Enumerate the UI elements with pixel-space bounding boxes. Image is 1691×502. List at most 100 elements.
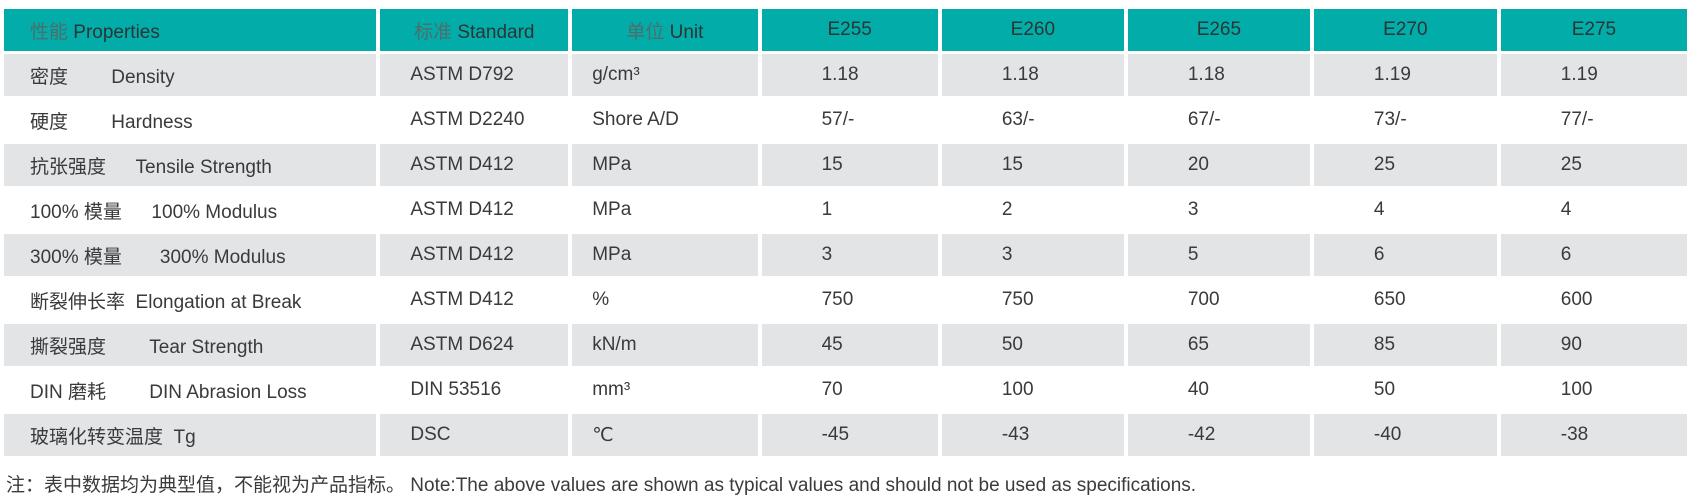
header-row: 性能 Properties 标准 Standard 单位 Unit E255 E260 E… xyxy=(4,9,1687,51)
property-cell-modulus-100: 100% 模量 100% Modulus xyxy=(4,189,377,231)
value-cell-elongation-e265: 700 xyxy=(1127,279,1310,321)
value-cell-tg-e255: -45 xyxy=(761,414,938,456)
standard-cell-tensile-strength: ASTM D412 xyxy=(380,144,569,186)
value-cell-hardness-e275: 77/- xyxy=(1500,99,1687,141)
value-cell-elongation-e260: 750 xyxy=(941,279,1124,321)
unit-cell-tear-strength: kN/m xyxy=(572,324,758,366)
value-cell-modulus-100-e270: 4 xyxy=(1313,189,1497,231)
table-row-tear-strength: 撕裂强度 Tear Strength ASTM D624 kN/m 45 50 65 85 9… xyxy=(4,324,1687,366)
value-cell-tg-e265: -42 xyxy=(1127,414,1310,456)
table-row-tensile-strength: 抗张强度 Tensile Strength ASTM D412 MPa 15 15 20 2… xyxy=(4,144,1687,186)
value-cell-density-e265: 1.18 xyxy=(1127,54,1310,96)
property-cell-hardness: 硬度 Hardness xyxy=(4,99,377,141)
header-cell-grade-e255: E255 xyxy=(761,9,938,51)
value-cell-elongation-e255: 750 xyxy=(761,279,938,321)
value-cell-din-abrasion-e275: 100 xyxy=(1500,369,1687,411)
value-cell-din-abrasion-e255: 70 xyxy=(761,369,938,411)
table-row-din-abrasion: DIN 磨耗 DIN Abrasion Loss DIN 53516 mm³ 70 10… xyxy=(4,369,1687,411)
header-label-en: Standard xyxy=(457,21,535,43)
value-cell-tg-e270: -40 xyxy=(1313,414,1497,456)
header-cell-unit: 单位 Unit xyxy=(572,9,758,51)
unit-cell-modulus-100: MPa xyxy=(572,189,758,231)
grade-label: E275 xyxy=(1571,19,1617,40)
value-cell-modulus-100-e255: 1 xyxy=(761,189,938,231)
table-row-elongation: 断裂伸长率 Elongation at Break ASTM D412% 750 75… xyxy=(4,279,1687,321)
standard-cell-din-abrasion: DIN 53516 xyxy=(380,369,569,411)
property-cell-tensile-strength: 抗张强度 Tensile Strength xyxy=(4,144,377,186)
value-cell-tear-strength-e260: 50 xyxy=(941,324,1124,366)
value-cell-modulus-100-e265: 3 xyxy=(1127,189,1310,231)
properties-table: 性能 Properties 标准 Standard 单位 Unit E255 E260 E… xyxy=(0,6,1691,459)
value-cell-tensile-strength-e255: 15 xyxy=(761,144,938,186)
header-label-cn: 标准 xyxy=(414,21,458,43)
standard-cell-modulus-100: ASTM D412 xyxy=(380,189,569,231)
header-label-cn: 单位 xyxy=(626,21,670,43)
table-row-modulus-100: 100% 模量 100% Modulus ASTM D412 MPa 1 2 3 4 4 xyxy=(4,189,1687,231)
value-cell-din-abrasion-e270: 50 xyxy=(1313,369,1497,411)
value-cell-hardness-e260: 63/- xyxy=(941,99,1124,141)
value-cell-modulus-300-e275: 6 xyxy=(1500,234,1687,276)
standard-cell-density: ASTM D792 xyxy=(380,54,569,96)
value-cell-hardness-e265: 67/- xyxy=(1127,99,1310,141)
property-cell-density: 密度 Density xyxy=(4,54,377,96)
table-body: 密度 Density ASTM D792 g/cm³ 1.18 1.18 1.18 1.19… xyxy=(4,54,1687,456)
standard-cell-tear-strength: ASTM D624 xyxy=(380,324,569,366)
table-row-hardness: 硬度 Hardness ASTM D2240 Shore A/D 57/- 63/- 67… xyxy=(4,99,1687,141)
value-cell-tg-e260: -43 xyxy=(941,414,1124,456)
unit-cell-hardness: Shore A/D xyxy=(572,99,758,141)
unit-cell-modulus-300: MPa xyxy=(572,234,758,276)
value-cell-modulus-300-e255: 3 xyxy=(761,234,938,276)
header-cell-grade-e265: E265 xyxy=(1127,9,1310,51)
value-cell-modulus-300-e265: 5 xyxy=(1127,234,1310,276)
value-cell-density-e275: 1.19 xyxy=(1500,54,1687,96)
property-cell-tg: 玻璃化转变温度 Tg xyxy=(4,414,377,456)
grade-label: E255 xyxy=(827,19,872,40)
unit-cell-tg: ℃ xyxy=(572,414,758,456)
value-cell-tear-strength-e270: 85 xyxy=(1313,324,1497,366)
property-cell-din-abrasion: DIN 磨耗 DIN Abrasion Loss xyxy=(4,369,377,411)
header-label-en: Unit xyxy=(669,21,704,43)
value-cell-density-e255: 1.18 xyxy=(761,54,938,96)
value-cell-din-abrasion-e265: 40 xyxy=(1127,369,1310,411)
value-cell-tensile-strength-e270: 25 xyxy=(1313,144,1497,186)
value-cell-tensile-strength-e275: 25 xyxy=(1500,144,1687,186)
header-label-cn: 性能 xyxy=(30,21,74,43)
unit-cell-density: g/cm³ xyxy=(572,54,758,96)
header-label-en: Properties xyxy=(73,21,160,43)
header-cell-grade-e260: E260 xyxy=(941,9,1124,51)
table-row-modulus-300: 300% 模量 300% Modulus ASTM D412 MPa 3 3 5 6 6 xyxy=(4,234,1687,276)
value-cell-hardness-e255: 57/- xyxy=(761,99,938,141)
unit-cell-elongation: % xyxy=(572,279,758,321)
property-cell-modulus-300: 300% 模量 300% Modulus xyxy=(4,234,377,276)
property-cell-elongation: 断裂伸长率 Elongation at Break xyxy=(4,279,377,321)
value-cell-elongation-e270: 650 xyxy=(1313,279,1497,321)
property-cell-tear-strength: 撕裂强度 Tear Strength xyxy=(4,324,377,366)
grade-label: E265 xyxy=(1196,19,1242,40)
header-cell-grade-e275: E275 xyxy=(1500,9,1687,51)
standard-cell-tg: DSC xyxy=(380,414,569,456)
header-cell-grade-e270: E270 xyxy=(1313,9,1497,51)
table-row-density: 密度 Density ASTM D792 g/cm³ 1.18 1.18 1.18 1.19… xyxy=(4,54,1687,96)
value-cell-density-e260: 1.18 xyxy=(941,54,1124,96)
value-cell-density-e270: 1.19 xyxy=(1313,54,1497,96)
standard-cell-modulus-300: ASTM D412 xyxy=(380,234,569,276)
value-cell-tear-strength-e265: 65 xyxy=(1127,324,1310,366)
value-cell-modulus-300-e260: 3 xyxy=(941,234,1124,276)
value-cell-modulus-300-e270: 6 xyxy=(1313,234,1497,276)
value-cell-tear-strength-e275: 90 xyxy=(1500,324,1687,366)
grade-label: E260 xyxy=(1010,19,1056,40)
unit-cell-tensile-strength: MPa xyxy=(572,144,758,186)
header-cell-properties: 性能 Properties xyxy=(4,9,377,51)
value-cell-hardness-e270: 73/- xyxy=(1313,99,1497,141)
value-cell-tensile-strength-e265: 20 xyxy=(1127,144,1310,186)
standard-cell-elongation: ASTM D412 xyxy=(380,279,569,321)
value-cell-tg-e275: -38 xyxy=(1500,414,1687,456)
footnote: 注：表中数据均为典型值，不能视为产品指标。 Note:The above val… xyxy=(6,475,1197,496)
value-cell-din-abrasion-e260: 100 xyxy=(941,369,1124,411)
value-cell-modulus-100-e260: 2 xyxy=(941,189,1124,231)
table-row-tg: 玻璃化转变温度 Tg DSC ℃ -45 -43 -42 -40 -38 xyxy=(4,414,1687,456)
standard-cell-hardness: ASTM D2240 xyxy=(380,99,569,141)
value-cell-modulus-100-e275: 4 xyxy=(1500,189,1687,231)
table-header: 性能 Properties 标准 Standard 单位 Unit E255 E260 E… xyxy=(4,9,1687,51)
